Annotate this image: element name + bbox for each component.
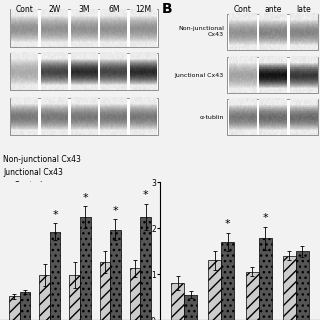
Bar (227, 13, 318, 50)
Bar (9, 296, 20, 320)
Bar (39, 275, 50, 320)
Bar (296, 251, 309, 320)
Text: 2W: 2W (48, 4, 60, 13)
Text: Cont: Cont (16, 4, 33, 13)
Bar (69, 275, 80, 320)
Bar (221, 242, 235, 320)
Bar (110, 230, 121, 320)
Bar (283, 256, 296, 320)
Bar (20, 292, 30, 320)
Text: 12M: 12M (135, 4, 152, 13)
Bar (184, 295, 197, 320)
Text: late: late (296, 4, 311, 13)
Text: Cont: Cont (234, 4, 251, 13)
Text: *: * (83, 193, 88, 203)
Text: *: * (262, 213, 268, 223)
Text: Junctional Cx43: Junctional Cx43 (3, 168, 63, 177)
Bar (227, 99, 318, 135)
Text: 3M: 3M (78, 4, 90, 13)
Text: Non-junctional
Cx43: Non-junctional Cx43 (178, 26, 224, 37)
Bar (227, 57, 318, 93)
Bar (140, 217, 151, 320)
Bar (171, 283, 184, 320)
Text: *: * (113, 205, 118, 215)
Bar (259, 238, 272, 320)
Bar (50, 232, 60, 320)
Text: Non-junctional Cx43: Non-junctional Cx43 (3, 155, 81, 164)
Text: α-tublin: α-tublin (200, 115, 224, 120)
Text: ante: ante (264, 4, 282, 13)
Text: vs Control: vs Control (3, 181, 42, 190)
Bar (10, 98, 158, 135)
Text: *: * (52, 210, 58, 220)
Bar (100, 262, 110, 320)
Bar (10, 52, 158, 90)
Bar (245, 272, 259, 320)
Text: Junctional Cx43: Junctional Cx43 (175, 73, 224, 78)
Bar (80, 217, 91, 320)
Text: *: * (225, 219, 231, 229)
Bar (208, 260, 221, 320)
Bar (10, 9, 158, 47)
Text: 6M: 6M (108, 4, 119, 13)
Bar (130, 268, 140, 320)
Text: *: * (143, 190, 148, 200)
Text: B: B (162, 2, 172, 15)
